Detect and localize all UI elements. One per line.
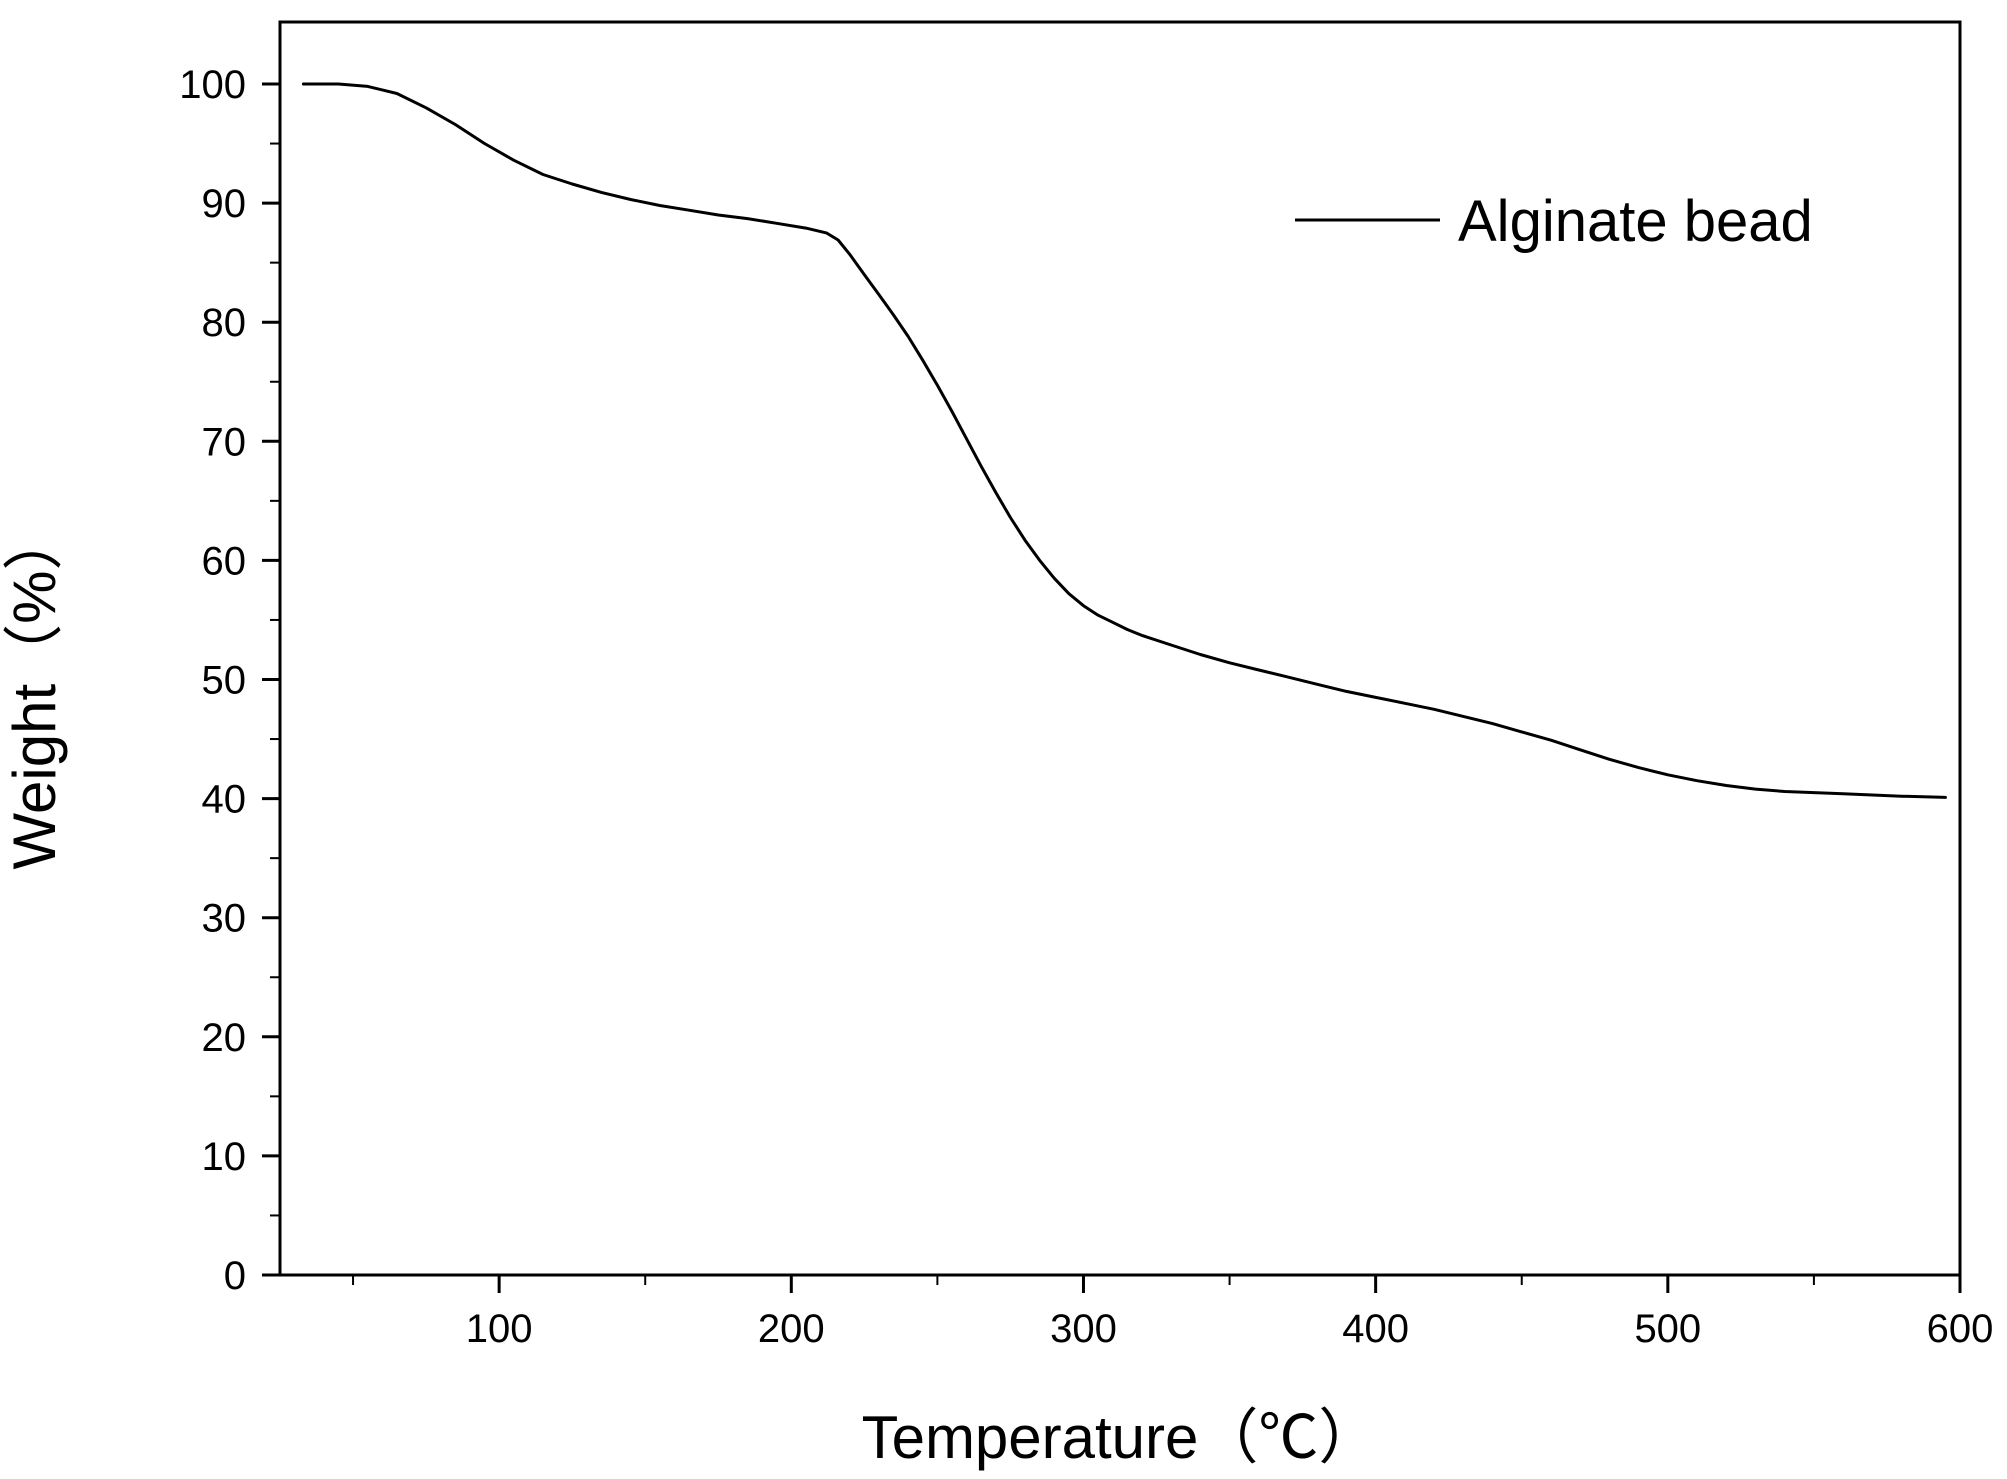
x-axis-ticks: 100 200 300 400 500 600 [352, 1275, 1994, 1351]
series-layer [301, 82, 1947, 799]
x-tick-label: 600 [1927, 1307, 1994, 1351]
y-tick-label: 20 [202, 1016, 247, 1060]
y-tick-label: 90 [202, 182, 247, 226]
y-axis-ticks: 0 10 20 30 40 50 60 70 80 90 100 [179, 63, 280, 1298]
y-tick-label: 80 [202, 301, 247, 345]
y-tick-label: 40 [202, 778, 247, 822]
x-tick-label: 100 [466, 1307, 533, 1351]
x-tick-label: 500 [1634, 1307, 1701, 1351]
y-tick-label: 60 [202, 539, 247, 583]
y-tick-label: 10 [202, 1135, 247, 1179]
x-tick-label: 300 [1050, 1307, 1117, 1351]
legend-label: Alginate bead [1458, 189, 1813, 254]
y-tick-label: 50 [202, 659, 247, 703]
y-tick-label: 100 [179, 63, 246, 107]
series-line-alginate-bead [301, 82, 1947, 799]
y-axis-title: Weight（%） [1, 510, 68, 869]
plot-frame [278, 20, 1962, 1277]
x-axis-title: Temperature（℃） [862, 1404, 1379, 1471]
x-tick-label: 200 [758, 1307, 825, 1351]
x-tick-label: 400 [1342, 1307, 1409, 1351]
y-tick-label: 30 [202, 897, 247, 941]
legend: Alginate bead [1295, 189, 1813, 254]
y-tick-label: 70 [202, 420, 247, 464]
y-tick-label: 0 [224, 1254, 246, 1298]
